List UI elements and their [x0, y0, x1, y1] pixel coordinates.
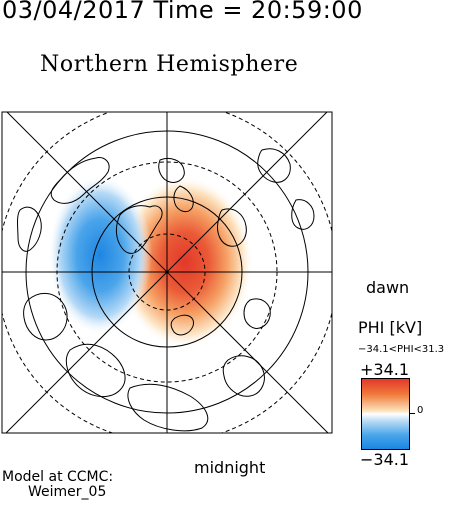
colorbar-title: PHI [kV] — [358, 318, 423, 337]
dawn-label: dawn — [366, 278, 410, 297]
negative-potential-cell — [48, 175, 152, 335]
colorbar-max-label: +34.1 — [360, 360, 410, 379]
timestamp: 03/04/2017 Time = 20:59:00 — [2, 0, 363, 24]
colorbar-min-label: −34.1 — [360, 450, 410, 469]
colorbar-zero-label: 0 — [417, 405, 424, 416]
polar-potential-map — [1, 111, 333, 434]
model-name: Weimer_05 — [28, 484, 107, 500]
colorbar-range-text: −34.1<PHI<31.3 — [358, 344, 445, 355]
page-title: Northern Hemisphere — [40, 52, 299, 77]
colorbar-zero-tick — [410, 413, 415, 414]
model-label: Model at CCMC: — [2, 469, 114, 485]
midnight-label: midnight — [194, 458, 266, 477]
colorbar — [361, 378, 410, 450]
meridian-lines — [2, 112, 332, 433]
